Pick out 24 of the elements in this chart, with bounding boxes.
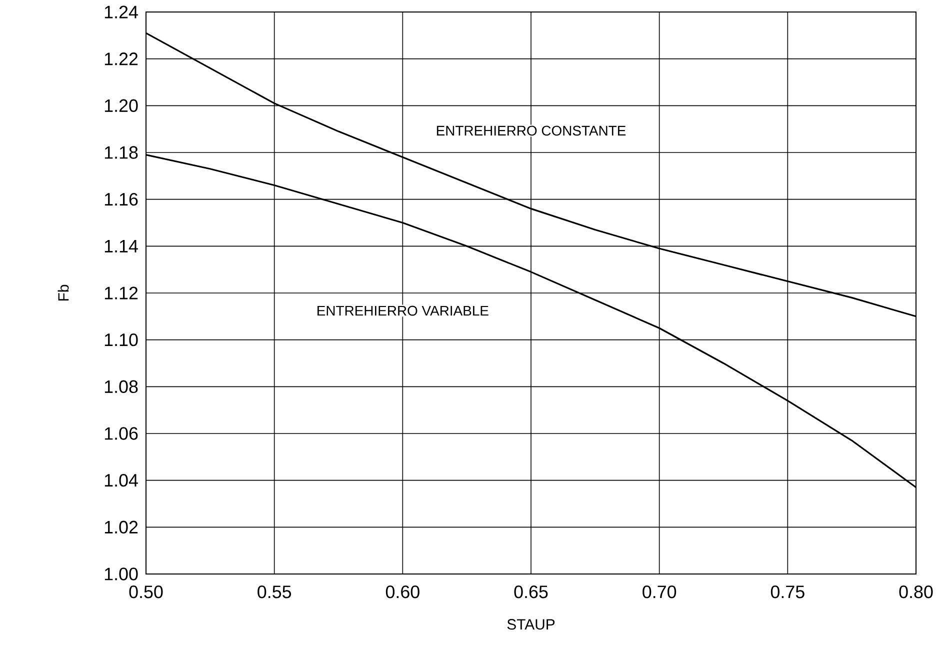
y-tick-label: 1.08	[104, 380, 138, 394]
annotation: ENTREHIERRO VARIABLE	[318, 306, 488, 316]
x-tick-label: 0.80	[899, 586, 933, 598]
y-tick-label: 1.18	[104, 146, 138, 159]
y-tick-label: 1.14	[104, 240, 138, 252]
x-tick-label: 0.75	[770, 586, 804, 598]
y-tick-label: 1.02	[104, 520, 138, 534]
x-axis-title: STAUP	[507, 619, 555, 630]
x-tick-label: 0.50	[129, 586, 163, 598]
x-tick-label: 0.55	[258, 586, 292, 598]
y-tick-label: 1.20	[104, 99, 138, 112]
x-tick-label: 0.70	[642, 586, 676, 598]
y-tick-label: 1.12	[104, 286, 138, 300]
y-tick-label: 1.16	[104, 192, 138, 206]
x-tick-label: 0.65	[514, 586, 548, 598]
y-tick-label: 1.00	[104, 568, 138, 580]
y-tick-label: 1.06	[104, 427, 138, 440]
annotation: ENTREHIERRO CONSTANTE	[436, 126, 626, 136]
y-tick-label: 1.24	[104, 6, 138, 18]
y-tick-label: 1.04	[104, 474, 138, 487]
y-axis-title: Fb	[58, 284, 69, 300]
y-tick-label: 1.22	[104, 52, 138, 66]
y-tick-label: 1.10	[104, 333, 138, 346]
x-tick-label: 0.60	[386, 586, 420, 598]
